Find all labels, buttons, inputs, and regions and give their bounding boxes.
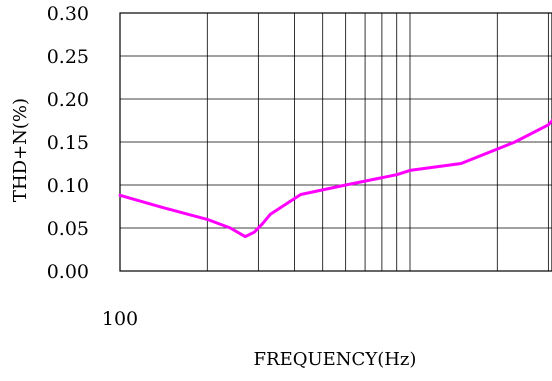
y-tick-label: 0.05 bbox=[47, 218, 89, 240]
y-tick-label: 0.15 bbox=[47, 132, 89, 154]
y-axis-title: THD+N(%) bbox=[10, 98, 31, 202]
grid bbox=[120, 13, 552, 271]
y-tick-label: 0.00 bbox=[47, 261, 89, 283]
y-tick-label: 0.10 bbox=[47, 175, 89, 197]
x-axis-title: FREQUENCY(Hz) bbox=[254, 349, 417, 370]
y-tick-label: 0.25 bbox=[47, 46, 89, 68]
plot-frame bbox=[119, 12, 552, 272]
thd-series-line bbox=[118, 118, 552, 239]
x-tick-label: 100 bbox=[102, 308, 138, 330]
y-tick-label: 0.30 bbox=[47, 3, 89, 25]
x-tick-labels: 10010,000 bbox=[102, 308, 138, 330]
y-tick-label: 0.20 bbox=[47, 89, 89, 111]
y-tick-labels: 0.00 0.05 0.10 0.15 0.20 0.25 0.30 bbox=[47, 3, 89, 283]
